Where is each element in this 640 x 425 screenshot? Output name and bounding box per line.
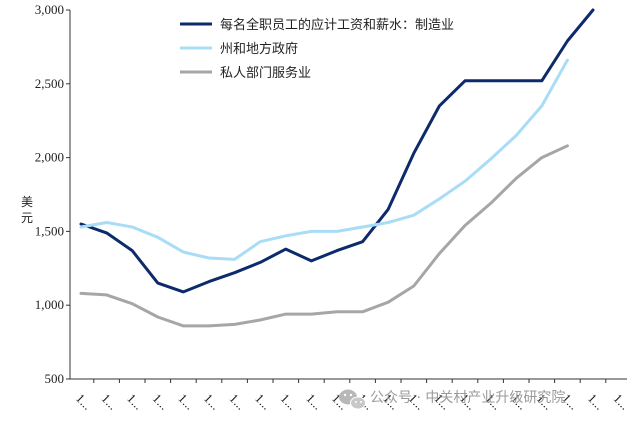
legend-label-2: 州和地方政府 — [220, 41, 298, 57]
x-tick-label: 1... — [175, 391, 197, 413]
x-tick-label: 1... — [585, 391, 607, 413]
x-tick-label: 1... — [124, 391, 146, 413]
series-line-1 — [79, 8, 595, 294]
wechat-icon — [339, 389, 366, 410]
y-tick-label: 3,000 — [35, 2, 64, 17]
x-tick-label: 1... — [150, 391, 172, 413]
y-tick-label: 1,500 — [35, 223, 64, 238]
y-axis-ticks: 500 1,000 1,500 2,000 2,500 3,000 — [35, 2, 70, 386]
y-tick-label: 2,000 — [35, 150, 64, 165]
y-tick-label: 2,500 — [35, 76, 64, 91]
watermark: 公众号 · 中关村产业升级研究院 — [339, 389, 565, 410]
y-tick-label: 1,000 — [35, 297, 64, 312]
y-tick-label: 500 — [45, 371, 65, 386]
x-tick-label: 1... — [303, 391, 325, 413]
x-tick-label: 1... — [226, 391, 248, 413]
legend-label-1: 每名全职员工的应计工资和薪水：制造业 — [220, 17, 454, 33]
x-tick-label: 1... — [98, 391, 120, 413]
x-tick-label: 1... — [73, 391, 95, 413]
series-line-2 — [79, 58, 569, 261]
y-axis-label-1: 美 — [21, 195, 33, 209]
x-tick-label: 1... — [278, 391, 300, 413]
series-lines — [79, 8, 595, 328]
y-axis-label-2: 元 — [21, 211, 33, 225]
watermark-text: 公众号 · 中关村产业升级研究院 — [370, 390, 565, 406]
x-tick-label: 1... — [201, 391, 223, 413]
x-tick-label: 1... — [252, 391, 274, 413]
series-line-3 — [79, 144, 569, 328]
x-tick-label: 1... — [610, 391, 632, 413]
axes — [69, 10, 627, 380]
legend-label-3: 私人部门服务业 — [220, 65, 311, 81]
